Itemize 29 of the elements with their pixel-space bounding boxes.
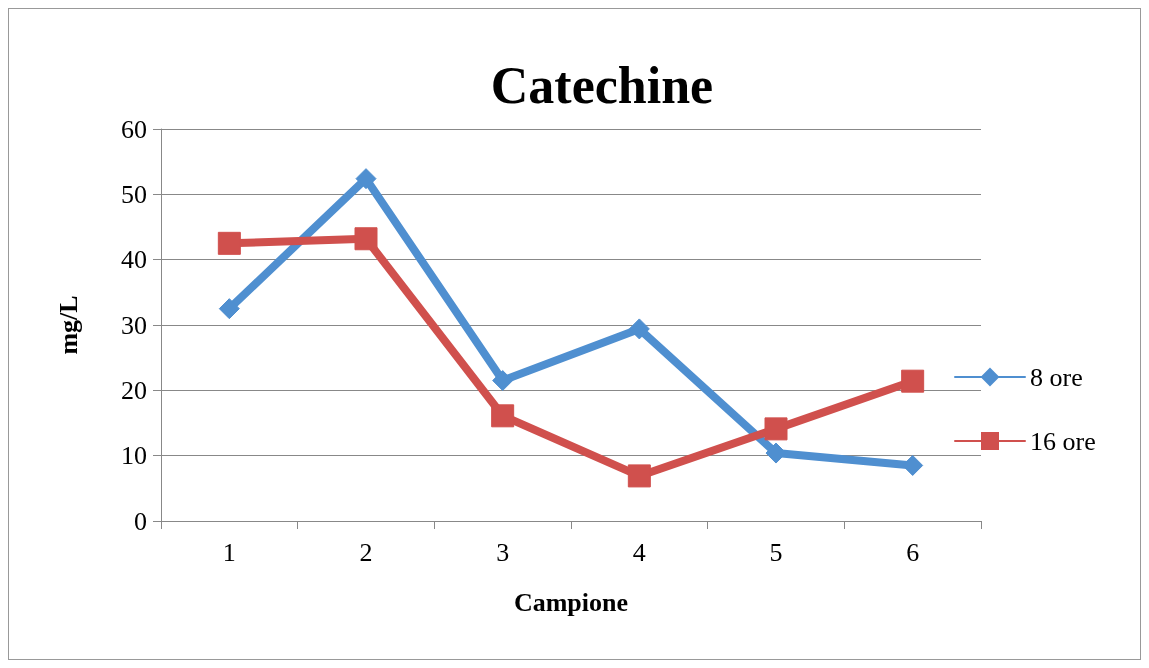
point: [354, 227, 378, 251]
point: [217, 231, 241, 255]
point: [218, 298, 240, 320]
y-tick-label: 40: [121, 245, 147, 275]
y-tick-label: 20: [121, 375, 147, 405]
point: [355, 168, 377, 190]
y-tick-label: 0: [134, 506, 147, 536]
x-tick-label: 3: [496, 537, 510, 567]
point: [491, 404, 515, 428]
point: [901, 369, 925, 393]
x-tick-label: 1: [222, 537, 236, 567]
point: [902, 454, 924, 476]
legend-label: 16 ore: [1030, 426, 1096, 456]
point: [764, 417, 788, 441]
y-tick-label: 50: [121, 179, 147, 209]
chart-title: Catechine: [490, 56, 714, 114]
x-tick-label: 5: [769, 537, 783, 567]
x-axis-title: Campione: [513, 587, 629, 617]
x-tick-label: 6: [906, 537, 920, 567]
legend-label: 8 ore: [1030, 362, 1083, 392]
y-axis-title: mg/L: [53, 295, 83, 355]
point: [627, 464, 651, 488]
point: [492, 370, 514, 392]
y-tick-label: 30: [121, 310, 147, 340]
point: [628, 318, 650, 340]
x-tick-label: 2: [359, 537, 373, 567]
x-tick-label: 4: [632, 537, 646, 567]
y-tick-label: 60: [121, 114, 147, 144]
y-tick-label: 10: [121, 441, 147, 471]
